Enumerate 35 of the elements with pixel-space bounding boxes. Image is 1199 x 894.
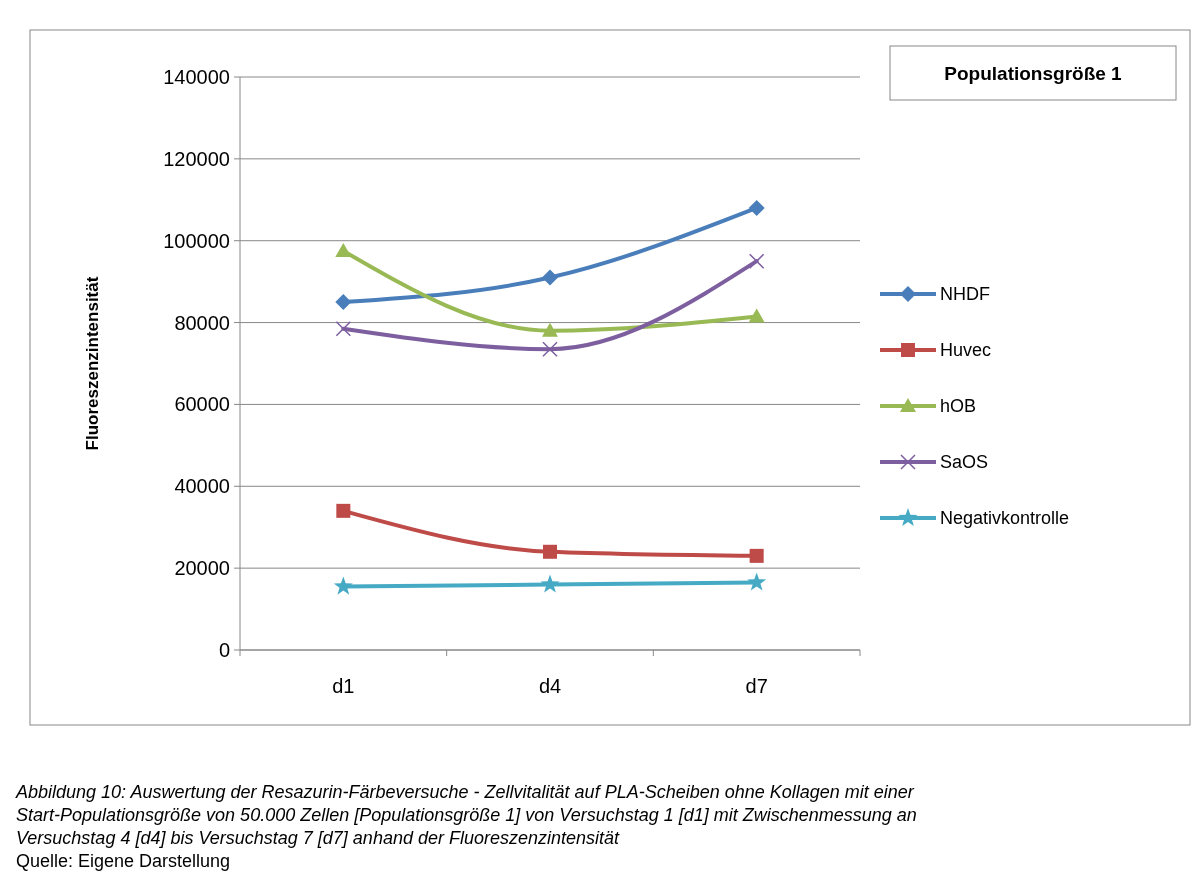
text: Populationsgröße 1 xyxy=(944,62,1123,84)
x-tick-label: d4 xyxy=(538,675,562,697)
legend-label: Huvec xyxy=(940,340,992,361)
point xyxy=(748,199,765,216)
point xyxy=(749,548,764,563)
y-axis-title: Fluoreszenzintensität xyxy=(83,276,102,451)
point xyxy=(542,341,558,357)
point xyxy=(748,253,765,269)
point xyxy=(540,574,560,593)
point xyxy=(748,308,765,323)
y-tick-label: 80000 xyxy=(174,311,230,334)
point xyxy=(335,242,352,257)
point xyxy=(543,544,557,559)
point xyxy=(333,576,353,595)
y-tick-label: 120000 xyxy=(163,147,230,170)
legend-label: NHDF xyxy=(940,284,990,305)
y-tick-label: 0 xyxy=(218,639,230,661)
x-tick-label: d7 xyxy=(745,675,768,697)
text: Abbildung 10: Auswertung der Resazurin-Färbeversuche - Zellvitalität auf PLA-Scheiben ohne Kollagen mit einer Start-Populationsgröße von 50.000 Zellen [Populationsgröße 1] von Versuchstag 1 [d1] mit Zwischenmessung an Versuchstag 4 [d4] bis Versuchstag 7 [d7] anhand der Fluoreszenzintensität xyxy=(15,782,917,848)
legend-label: Negativkontrolle xyxy=(940,508,1070,529)
point xyxy=(747,572,767,591)
point xyxy=(336,503,351,518)
y-tick-label: 140000 xyxy=(163,66,230,88)
point xyxy=(542,322,558,337)
y-tick-label: 100000 xyxy=(163,229,230,252)
source-note: Quelle: Eigene Darstellung xyxy=(16,851,231,871)
legend-label: hOB xyxy=(940,396,977,417)
y-tick-label: 20000 xyxy=(174,557,230,580)
x-tick-label: d1 xyxy=(332,675,355,697)
point xyxy=(335,294,352,311)
y-tick-label: 40000 xyxy=(174,475,230,498)
point xyxy=(335,320,352,337)
y-tick-label: 60000 xyxy=(174,393,230,416)
legend-label: SaOS xyxy=(940,452,989,473)
point xyxy=(542,269,558,286)
